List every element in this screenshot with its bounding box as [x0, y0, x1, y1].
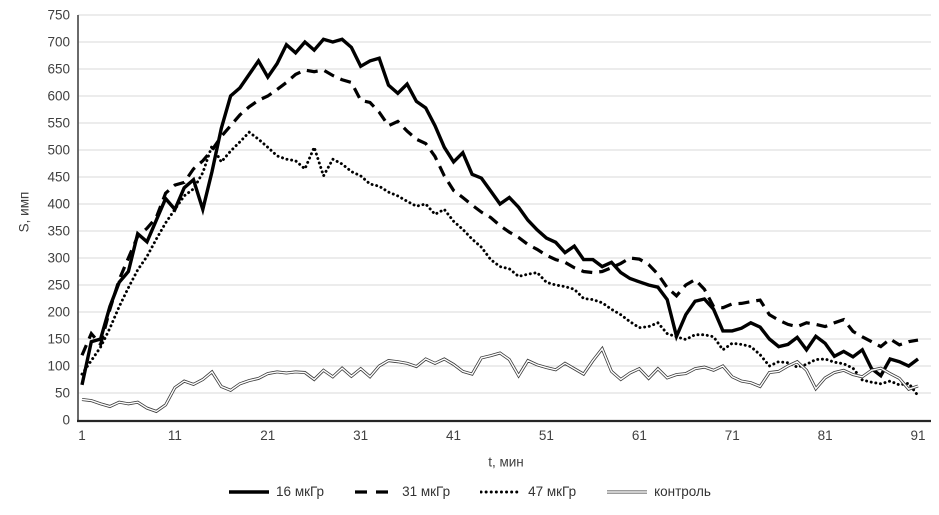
legend: 16 мкГр 31 мкГр 47 мкГр контроль: [0, 484, 939, 499]
legend-swatch-solid-thick: [229, 489, 270, 494]
x-tick-label: 11: [168, 428, 182, 443]
legend-swatch-dashed: [355, 489, 396, 494]
y-tick-label: 0: [62, 413, 70, 428]
y-tick-label: 50: [55, 386, 70, 401]
x-tick-label: 71: [725, 428, 740, 443]
x-tick-label: 31: [353, 428, 368, 443]
legend-item-3: 47 мкГр: [480, 484, 576, 499]
y-tick-label: 750: [47, 8, 70, 23]
y-tick-label: 300: [47, 251, 70, 266]
legend-label: 16 мкГр: [276, 484, 325, 499]
series-line-1: [80, 37, 920, 386]
legend-label: 31 мкГр: [402, 484, 451, 499]
y-tick-label: 350: [47, 224, 70, 239]
legend-item-2: 31 мкГр: [354, 484, 450, 499]
x-tick-label: 1: [78, 428, 86, 443]
x-tick-label: 91: [910, 428, 925, 443]
x-tick-label: 41: [446, 428, 461, 443]
series-line-3: [80, 130, 920, 398]
legend-item-1: 16 мкГр: [228, 484, 324, 499]
y-tick-label: 550: [47, 116, 70, 131]
y-tick-label: 500: [47, 143, 70, 158]
y-tick-label: 700: [47, 35, 70, 50]
x-tick-label: 81: [818, 428, 833, 443]
y-tick-label: 450: [47, 170, 70, 185]
y-tick-label: 150: [47, 332, 70, 347]
legend-label: контроль: [654, 484, 711, 499]
y-axis-title: S, имп: [16, 191, 32, 233]
series-line-4: [81, 345, 919, 414]
x-tick-label: 61: [632, 428, 647, 443]
y-tick-label: 400: [47, 197, 70, 212]
legend-item-4: контроль: [606, 484, 711, 499]
x-axis-title: t, мин: [488, 454, 524, 470]
y-tick-label: 250: [47, 278, 70, 293]
y-tick-label: 100: [47, 359, 70, 374]
series-line-4-inner: [81, 347, 919, 413]
y-tick-label: 200: [47, 305, 70, 320]
legend-label: 47 мкГр: [528, 484, 577, 499]
y-tick-label: 600: [47, 89, 70, 104]
y-tick-label: 650: [47, 62, 70, 77]
legend-swatch-double-thin: [607, 490, 648, 493]
x-tick-label: 51: [539, 428, 554, 443]
legend-swatch-dotted: [480, 490, 523, 493]
x-tick-label: 21: [260, 428, 275, 443]
